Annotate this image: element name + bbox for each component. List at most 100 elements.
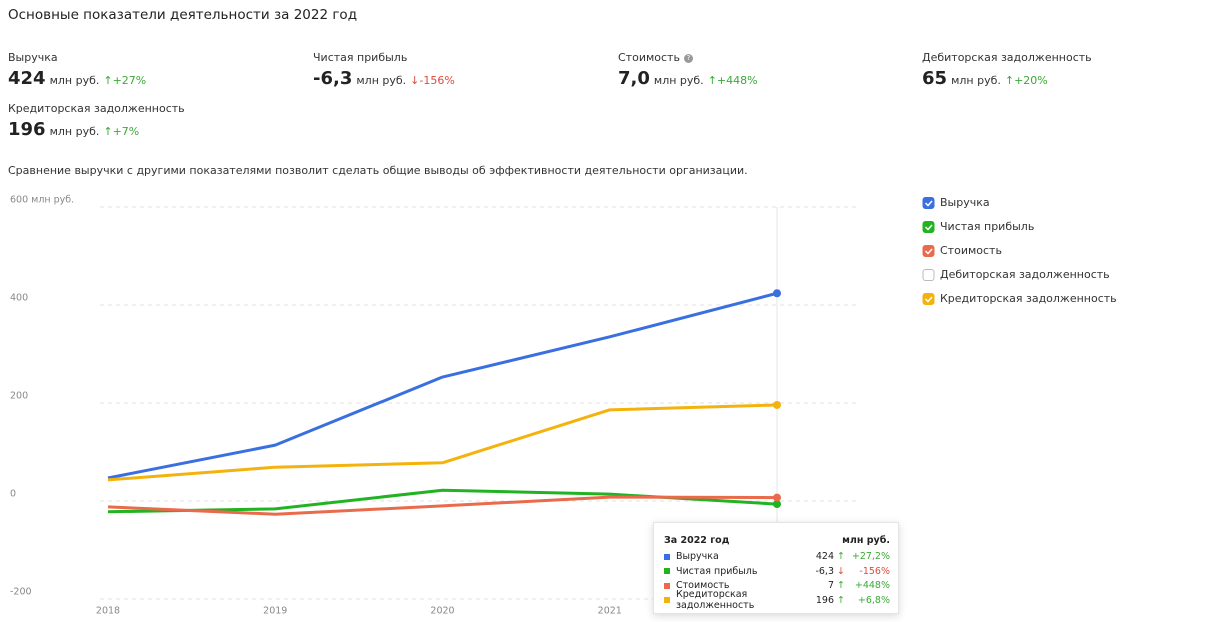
tooltip-change: -156%	[859, 565, 890, 577]
metric-unit: млн руб.	[653, 74, 704, 87]
metric-value: -6,3	[313, 68, 353, 89]
legend-label: Кредиторская задолженность	[940, 292, 1117, 305]
legend-item: Дебиторская задолженность	[922, 268, 1110, 281]
metric: Стоимость? 7,0 млн руб. ↑+448%	[618, 51, 758, 89]
info-icon: ?	[683, 54, 693, 63]
tooltip-row: Стоимость 7 ↑ +448%	[664, 579, 890, 594]
metric-row: 7,0 млн руб. ↑+448%	[618, 68, 758, 89]
metric-unit: млн руб.	[49, 125, 100, 138]
description: Сравнение выручки с другими показателями…	[8, 164, 748, 177]
tooltip-swatch	[664, 597, 670, 604]
metric-value: 65	[922, 68, 948, 89]
tooltip-title: За 2022 год	[664, 534, 730, 546]
series-point	[773, 400, 781, 409]
metric: Кредиторская задолженность 196 млн руб. ↑+7…	[8, 102, 185, 140]
legend-item: Чистая прибыль	[922, 220, 1034, 233]
legend-item: Кредиторская задолженность	[922, 292, 1117, 305]
metric-row: 65 млн руб. ↑+20%	[922, 68, 1092, 89]
tooltip-arrow: ↑	[837, 551, 845, 563]
metric-change-text: +20%	[1014, 74, 1048, 87]
metric-row: -6,3 млн руб. ↓-156%	[313, 68, 455, 89]
metric-label: Кредиторская задолженность	[8, 102, 185, 115]
metric-label: Дебиторская задолженность	[922, 51, 1092, 64]
metric-change: ↑+20%	[1004, 74, 1048, 87]
tooltip-name: Чистая прибыль	[676, 565, 758, 577]
series-point	[773, 500, 781, 509]
legend-checkbox	[922, 293, 935, 305]
metric-unit: млн руб.	[356, 74, 407, 87]
tooltip-swatch	[664, 553, 670, 560]
legend-checkbox	[922, 269, 935, 281]
tooltip-value: 424	[815, 551, 834, 563]
series-line	[107, 291, 778, 480]
x-tick-label: 2019	[263, 606, 287, 617]
metric-value: 7,0	[618, 68, 650, 89]
tooltip: За 2022 год млн руб. Выручка 424 ↑ +27,2% Чи…	[653, 522, 899, 614]
metric-label-text: Дебиторская задолженность	[922, 51, 1092, 64]
tooltip-change: +6,8%	[857, 594, 890, 606]
tooltip-value: 7	[827, 580, 834, 592]
metric-change: ↑+448%	[707, 74, 758, 87]
y-tick-label: 600 млн руб.	[10, 195, 74, 206]
tooltip-arrow: ↑	[837, 580, 845, 592]
tooltip-swatch	[664, 568, 670, 575]
tooltip-swatch	[664, 582, 670, 589]
legend-checkbox	[922, 221, 935, 233]
legend-check	[924, 224, 933, 231]
legend-label: Чистая прибыль	[940, 220, 1034, 233]
x-tick-label: 2020	[430, 606, 454, 617]
metric-row: 196 млн руб. ↑+7%	[8, 119, 185, 140]
legend-check	[924, 248, 933, 255]
tooltip-arrow: ↑	[837, 594, 845, 606]
metric-value: 424	[8, 68, 46, 89]
y-tick-label: 0	[10, 489, 16, 500]
y-tick-label: 200	[10, 391, 28, 402]
metric-unit: млн руб.	[49, 74, 100, 87]
metric-label: Чистая прибыль	[313, 51, 455, 64]
metric: Чистая прибыль -6,3 млн руб. ↓-156%	[313, 51, 455, 89]
metric-label-text: Чистая прибыль	[313, 51, 408, 64]
x-tick-label: 2018	[96, 606, 120, 617]
y-tick-label: 400	[10, 293, 28, 304]
tooltip-arrow: ↓	[837, 565, 845, 577]
metric-label-text: Выручка	[8, 51, 58, 64]
metric-row: 424 млн руб. ↑+27%	[8, 68, 146, 89]
metric-change-text: +448%	[716, 74, 758, 87]
series-point	[773, 289, 781, 298]
tooltip-rows: Выручка 424 ↑ +27,2% Чистая прибыль -6,3 ↓ -156…	[664, 550, 890, 611]
legend-label: Стоимость	[940, 244, 1002, 257]
metric-value: 196	[8, 119, 46, 140]
tooltip-row: Кредиторская задолженность 196 ↑ +6,8%	[664, 589, 890, 611]
legend-checkbox	[922, 197, 935, 209]
metric-change-text: +7%	[112, 125, 140, 138]
tooltip-change: +448%	[854, 580, 890, 592]
series-point	[773, 493, 781, 502]
legend-label: Дебиторская задолженность	[940, 268, 1110, 281]
metric-label: Выручка	[8, 51, 146, 64]
metric-unit: млн руб.	[951, 74, 1001, 87]
metric-change: ↑+7%	[103, 125, 140, 138]
series-line	[107, 403, 778, 482]
metric: Выручка 424 млн руб. ↑+27%	[8, 51, 146, 89]
metric-label-text: Стоимость	[618, 51, 680, 64]
metric-change: ↑+27%	[103, 74, 147, 87]
tooltip-row: Чистая прибыль -6,3 ↓ -156%	[664, 564, 890, 579]
x-tick-label: 2021	[598, 606, 622, 617]
page-title: Основные показатели деятельности за 2022…	[8, 7, 358, 23]
metric-change-text: -156%	[419, 74, 455, 87]
legend-label: Выручка	[940, 196, 990, 209]
legend-checkbox	[922, 245, 935, 257]
tooltip-value: 196	[815, 594, 834, 606]
tooltip-value: -6,3	[815, 565, 834, 577]
legend-item: Выручка	[922, 196, 990, 209]
tooltip-row: Выручка 424 ↑ +27,2%	[664, 550, 890, 565]
tooltip-unit: млн руб.	[842, 534, 890, 546]
y-tick-label: -200	[10, 587, 32, 598]
metric: Дебиторская задолженность 65 млн руб. ↑+20%	[922, 51, 1092, 89]
metric-change-text: +27%	[112, 74, 147, 87]
metric-change: ↓-156%	[410, 74, 455, 87]
legend-check	[924, 200, 933, 207]
tooltip-change: +27,2%	[851, 551, 890, 563]
